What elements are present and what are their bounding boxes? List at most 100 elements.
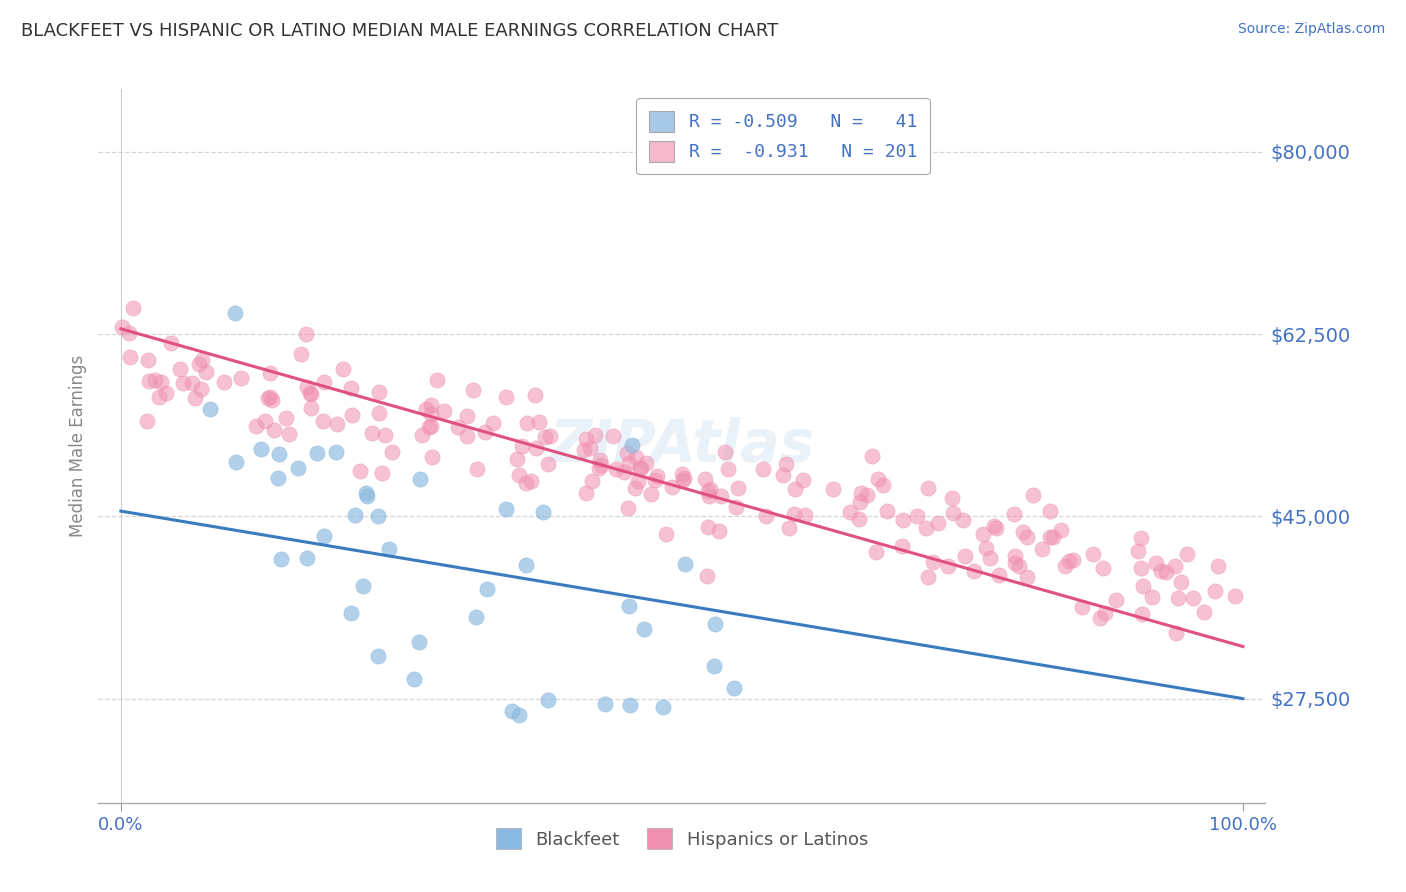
Point [1163,559,1185,574]
Point [941,491,963,505]
Point [1081,547,1104,561]
Point [456,429,478,443]
Point [136,352,159,367]
Point [775,457,797,471]
Point [727,481,749,495]
Point [783,507,806,521]
Point [1071,599,1094,614]
Text: Source: ZipAtlas.com: Source: ZipAtlas.com [1237,22,1385,37]
Point [891,539,914,553]
Point [481,416,503,430]
Point [474,425,496,440]
Point [187,357,209,371]
Point [1011,524,1033,539]
Point [953,549,976,564]
Point [1130,531,1153,545]
Point [1204,583,1226,598]
Point [314,529,336,543]
Point [418,420,440,434]
Point [534,430,557,444]
Point [307,446,329,460]
Point [848,512,870,526]
Point [536,693,558,707]
Point [368,385,391,400]
Point [1206,558,1229,573]
Point [575,432,598,446]
Point [672,470,695,484]
Point [195,365,218,379]
Point [111,319,134,334]
Point [723,681,745,695]
Point [703,616,725,631]
Point [630,460,652,475]
Point [1054,558,1077,573]
Point [420,398,443,412]
Point [402,672,425,686]
Point [860,449,883,463]
Point [710,489,733,503]
Point [274,410,297,425]
Point [524,388,547,402]
Point [456,409,478,424]
Point [433,404,456,418]
Point [1039,504,1062,518]
Point [325,444,347,458]
Point [299,401,322,415]
Point [671,467,693,482]
Point [696,483,718,498]
Y-axis label: Median Male Earnings: Median Male Earnings [69,355,87,537]
Text: ZIPAtlas: ZIPAtlas [550,417,814,475]
Point [515,558,537,573]
Point [381,445,404,459]
Point [778,521,800,535]
Point [936,559,959,574]
Point [697,520,720,534]
Point [616,446,638,460]
Point [979,551,1001,566]
Point [987,568,1010,582]
Point [420,450,443,465]
Point [1008,559,1031,574]
Point [224,305,246,319]
Point [148,390,170,404]
Point [1132,579,1154,593]
Point [905,508,928,523]
Point [792,474,814,488]
Point [633,622,655,636]
Point [644,473,666,487]
Point [463,383,485,397]
Point [1022,488,1045,502]
Point [891,513,914,527]
Point [257,391,280,405]
Point [1154,565,1177,579]
Point [605,462,627,476]
Point [1017,570,1039,584]
Point [1140,590,1163,604]
Point [627,474,650,488]
Point [184,392,207,406]
Point [169,362,191,376]
Point [963,564,986,578]
Point [589,458,612,472]
Point [190,352,212,367]
Point [229,371,252,385]
Point [419,419,441,434]
Point [298,385,321,400]
Point [374,428,396,442]
Point [371,466,394,480]
Point [849,495,872,509]
Point [783,482,806,496]
Point [699,482,721,496]
Point [267,471,290,485]
Point [361,426,384,441]
Point [343,508,366,523]
Point [619,698,641,712]
Point [914,521,936,535]
Point [312,414,335,428]
Point [214,375,236,389]
Point [1181,591,1204,606]
Point [1050,523,1073,537]
Point [259,390,281,404]
Point [1004,507,1026,521]
Point [839,505,862,519]
